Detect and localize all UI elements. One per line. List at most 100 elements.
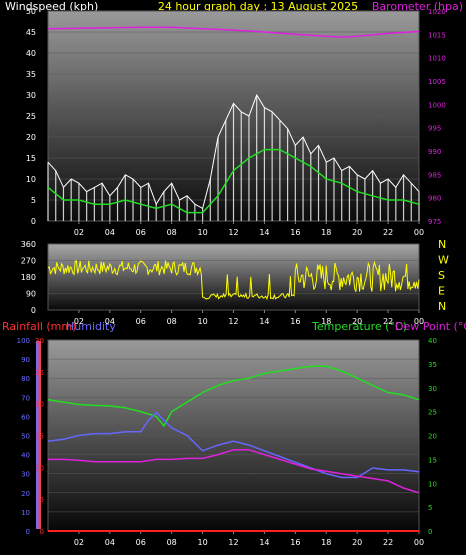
x-tick-label: 18 bbox=[321, 228, 331, 237]
compass-letter: N bbox=[438, 300, 446, 313]
x-tick-label: 22 bbox=[383, 317, 393, 326]
left-y-tick-label: 30 bbox=[26, 91, 36, 100]
rain-tick-label: 0 bbox=[40, 528, 44, 536]
direction-tick-label: 360 bbox=[21, 240, 36, 249]
x-tick-label: 04 bbox=[105, 228, 115, 237]
x-tick-label: 20 bbox=[352, 317, 362, 326]
x-tick-label: 00 bbox=[414, 538, 424, 547]
direction-tick-label: 90 bbox=[26, 290, 36, 299]
x-tick-label: 06 bbox=[136, 317, 146, 326]
right-y-tick-label: 995 bbox=[428, 125, 441, 133]
compass-letter: N bbox=[438, 238, 446, 251]
humidity-tick-label: 60 bbox=[21, 413, 30, 421]
right-y-tick-label: 990 bbox=[428, 148, 441, 156]
dewpoint-label: Dew Point (°C) bbox=[395, 320, 466, 333]
x-tick-label: 10 bbox=[197, 317, 207, 326]
x-tick-label: 08 bbox=[167, 317, 177, 326]
x-tick-label: 00 bbox=[414, 228, 424, 237]
rain-tick-label: 20 bbox=[35, 401, 44, 409]
left-y-tick-label: 40 bbox=[26, 49, 36, 58]
temperature-line bbox=[47, 365, 420, 428]
gust-line bbox=[47, 93, 420, 210]
chart-title: 24 hour graph day : 13 August 2025 bbox=[158, 0, 358, 13]
left-y-tick-label: 25 bbox=[26, 112, 36, 121]
compass-letter: S bbox=[438, 269, 445, 282]
x-tick-label: 22 bbox=[383, 228, 393, 237]
direction-line bbox=[47, 260, 420, 301]
right-axis-title: Barometer (hpa) bbox=[372, 0, 463, 13]
temp-tick-label: 5 bbox=[428, 504, 432, 512]
temp-tick-label: 40 bbox=[428, 337, 437, 345]
dewpoint-line bbox=[48, 449, 420, 494]
x-tick-label: 14 bbox=[259, 317, 269, 326]
x-tick-label: 10 bbox=[197, 538, 207, 547]
left-y-tick-label: 20 bbox=[26, 133, 36, 142]
direction-tick-label: 0 bbox=[31, 306, 36, 315]
x-tick-label: 18 bbox=[321, 538, 331, 547]
compass-letter: W bbox=[438, 254, 449, 267]
direction-tick-label: 270 bbox=[21, 257, 36, 266]
barometer-line bbox=[47, 26, 420, 38]
rain-tick-label: 30 bbox=[35, 337, 44, 345]
avg-wind-line bbox=[47, 148, 420, 214]
right-y-tick-label: 1000 bbox=[428, 101, 446, 109]
humidity-label: Humidity bbox=[66, 320, 116, 333]
x-tick-label: 08 bbox=[167, 538, 177, 547]
humidity-tick-label: 40 bbox=[21, 452, 30, 460]
x-tick-label: 20 bbox=[352, 228, 362, 237]
rainfall-label: Rainfall (mm) bbox=[2, 320, 76, 333]
left-y-tick-label: 10 bbox=[26, 175, 36, 184]
humidity-tick-label: 0 bbox=[26, 528, 30, 536]
x-tick-label: 12 bbox=[228, 538, 238, 547]
left-axis-title: Windspeed (kph) bbox=[5, 0, 98, 13]
humidity-tick-label: 30 bbox=[21, 471, 30, 479]
temp-tick-label: 15 bbox=[428, 456, 437, 464]
x-tick-label: 06 bbox=[136, 228, 146, 237]
rain-tick-label: 10 bbox=[35, 464, 44, 472]
humidity-tick-label: 100 bbox=[17, 337, 30, 345]
direction-tick-label: 180 bbox=[21, 273, 36, 282]
temp-tick-label: 30 bbox=[428, 385, 437, 393]
x-tick-label: 14 bbox=[259, 538, 269, 547]
temp-tick-label: 25 bbox=[428, 409, 437, 417]
right-y-tick-label: 985 bbox=[428, 171, 441, 179]
left-y-tick-label: 15 bbox=[26, 154, 36, 163]
x-tick-label: 14 bbox=[259, 228, 269, 237]
rain-tick-label: 25 bbox=[35, 369, 44, 377]
left-y-tick-label: 50 bbox=[26, 7, 36, 16]
x-tick-label: 20 bbox=[352, 538, 362, 547]
x-tick-label: 12 bbox=[228, 228, 238, 237]
humidity-tick-label: 70 bbox=[21, 394, 30, 402]
temperature-label: Temperature (°C) bbox=[311, 320, 407, 333]
x-tick-label: 06 bbox=[136, 538, 146, 547]
humidity-tick-label: 10 bbox=[21, 509, 30, 517]
x-tick-label: 12 bbox=[228, 317, 238, 326]
rain-tick-label: 5 bbox=[40, 496, 44, 504]
x-tick-label: 04 bbox=[105, 317, 115, 326]
temp-tick-label: 10 bbox=[428, 480, 437, 488]
rain-tick-label: 15 bbox=[35, 433, 44, 441]
humidity-line bbox=[47, 411, 420, 479]
x-tick-label: 22 bbox=[383, 538, 393, 547]
temp-tick-label: 35 bbox=[428, 361, 437, 369]
temp-tick-label: 0 bbox=[428, 528, 432, 536]
x-tick-label: 04 bbox=[105, 538, 115, 547]
compass-letter: E bbox=[438, 285, 445, 298]
right-y-tick-label: 1015 bbox=[428, 31, 446, 39]
x-tick-label: 02 bbox=[74, 538, 84, 547]
left-y-tick-label: 5 bbox=[31, 196, 36, 205]
right-y-tick-label: 1005 bbox=[428, 78, 446, 86]
x-tick-label: 02 bbox=[74, 317, 84, 326]
right-y-tick-label: 975 bbox=[428, 218, 441, 226]
humidity-tick-label: 90 bbox=[21, 356, 30, 364]
left-y-tick-label: 0 bbox=[31, 217, 36, 226]
x-tick-label: 16 bbox=[290, 228, 300, 237]
x-tick-label: 16 bbox=[290, 538, 300, 547]
humidity-tick-label: 20 bbox=[21, 490, 30, 498]
humidity-tick-label: 80 bbox=[21, 375, 30, 383]
marks-layer bbox=[47, 26, 420, 532]
humidity-tick-label: 50 bbox=[21, 433, 30, 441]
x-tick-label: 10 bbox=[197, 228, 207, 237]
